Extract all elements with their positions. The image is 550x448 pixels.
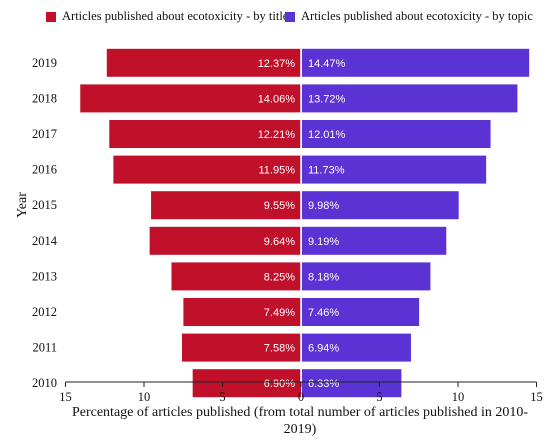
bar-title-2010 <box>192 369 301 398</box>
y-axis-label: Year <box>15 192 30 218</box>
value-label-title-2019: 12.37% <box>258 58 296 70</box>
value-label-title-2014: 9.64% <box>264 236 295 248</box>
value-label-topic-2018: 13.72% <box>308 93 346 105</box>
bar-title-2015 <box>151 191 301 220</box>
bar-topic-2015 <box>302 191 459 220</box>
x-tick-label-3: 0 <box>298 390 304 404</box>
legend-item-topic: Articles published about ecotoxicity - b… <box>285 9 533 24</box>
value-label-title-2017: 12.21% <box>258 129 296 141</box>
x-tick-label-5: 10 <box>452 390 465 404</box>
value-label-topic-2013: 8.18% <box>308 271 339 283</box>
bar-title-2016 <box>113 155 301 184</box>
value-label-topic-2016: 11.73% <box>308 165 345 177</box>
bar-topic-2012 <box>302 298 420 326</box>
value-label-title-2013: 8.25% <box>264 271 295 283</box>
legend: Articles published about ecotoxicity - b… <box>0 5 550 25</box>
x-tick-label-0: 15 <box>59 390 72 404</box>
value-label-topic-2011: 6.94% <box>308 343 339 355</box>
x-tick-label-2: 5 <box>219 390 225 404</box>
x-tick-label-4: 5 <box>376 390 382 404</box>
y-tick-2013: 2013 <box>32 269 57 283</box>
value-label-topic-2012: 7.46% <box>308 307 339 319</box>
bar-topic-2013 <box>302 262 431 291</box>
value-label-title-2012: 7.49% <box>264 307 295 319</box>
legend-swatch-title <box>46 11 56 22</box>
bar-title-2017 <box>109 120 301 148</box>
bar-topic-2011 <box>302 333 411 362</box>
x-axis-label: Percentage of articles published (from t… <box>71 405 529 437</box>
value-label-topic-2019: 14.47% <box>308 58 346 70</box>
value-label-title-2011: 7.58% <box>264 343 295 355</box>
value-label-topic-2015: 9.98% <box>308 200 339 212</box>
bar-topic-2016 <box>302 155 487 184</box>
y-tick-2010: 2010 <box>32 376 57 390</box>
bar-topic-2018 <box>302 84 518 113</box>
y-tick-2012: 2012 <box>32 305 57 319</box>
bar-topic-2010 <box>302 369 402 398</box>
y-tick-2011: 2011 <box>32 341 57 355</box>
value-label-topic-2010: 6.33% <box>308 378 339 390</box>
y-tick-2017: 2017 <box>32 127 57 141</box>
y-tick-2015: 2015 <box>32 198 57 212</box>
value-label-title-2018: 14.06% <box>258 93 296 105</box>
bar-title-2018 <box>80 84 302 113</box>
value-label-title-2010: 6.90% <box>264 378 295 390</box>
y-tick-2016: 2016 <box>32 163 57 177</box>
x-tick-label-6: 15 <box>530 390 543 404</box>
bar-title-2014 <box>149 226 301 255</box>
y-tick-2014: 2014 <box>32 234 58 248</box>
legend-label-title: Articles published about ecotoxicity - b… <box>62 9 289 23</box>
legend-item-title: Articles published about ecotoxicity - b… <box>46 9 288 24</box>
legend-swatch-topic <box>285 11 295 22</box>
bar-topic-2017 <box>302 120 491 148</box>
bar-title-2019 <box>106 48 301 77</box>
bar-topic-2019 <box>302 48 530 77</box>
value-label-topic-2014: 9.19% <box>308 236 339 248</box>
bar-title-2012 <box>183 298 301 326</box>
legend-label-topic: Articles published about ecotoxicity - b… <box>301 9 533 23</box>
bar-topic-2014 <box>302 226 447 255</box>
bar-title-2011 <box>181 333 301 362</box>
value-label-title-2015: 9.55% <box>264 200 295 212</box>
value-label-title-2016: 11.95% <box>259 165 296 177</box>
y-tick-2018: 2018 <box>32 91 57 105</box>
value-label-topic-2017: 12.01% <box>308 129 346 141</box>
bar-title-2013 <box>171 262 301 291</box>
x-tick-label-1: 10 <box>138 390 151 404</box>
y-tick-2019: 2019 <box>32 56 57 70</box>
